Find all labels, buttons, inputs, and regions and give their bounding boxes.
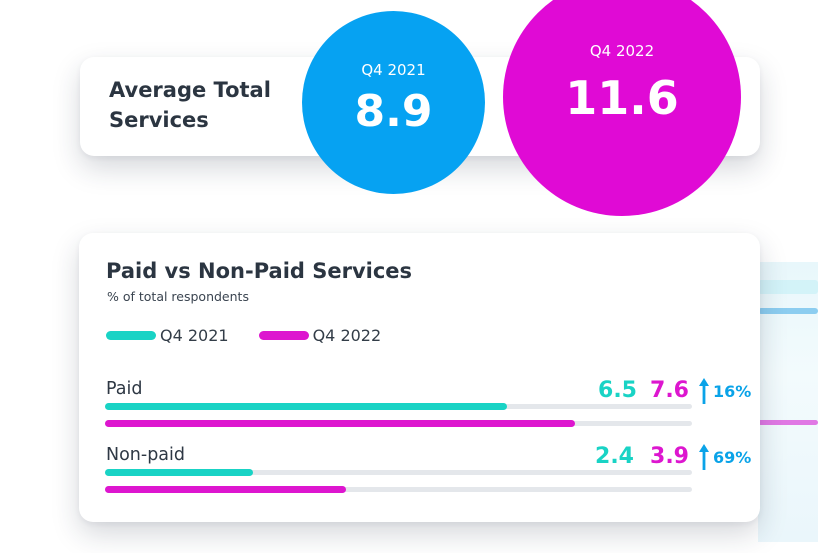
legend-swatch-q4-2022 <box>258 331 309 340</box>
value-paid-q4-2021: 6.5 <box>598 378 637 403</box>
q4-2021-circle-label: Q4 2021 <box>361 61 426 79</box>
legend-swatch-q4-2021 <box>106 331 156 340</box>
background-streak <box>758 280 818 294</box>
arrow-up-icon <box>699 378 709 404</box>
paid-vs-nonpaid-card: Paid vs Non-Paid Services % of total res… <box>79 233 760 522</box>
row-label-paid: Paid <box>106 379 143 399</box>
value-paid-q4-2022: 7.6 <box>650 378 689 403</box>
change-nonpaid-label: 69% <box>713 447 752 467</box>
q4-2022-circle-value: 11.6 <box>565 71 679 125</box>
value-nonpaid-q4-2022: 3.9 <box>650 444 689 469</box>
bar-paid-q4-2021 <box>105 403 507 410</box>
bar-nonpaid-q4-2021 <box>105 469 253 476</box>
background-panel <box>758 262 818 542</box>
q4-2021-circle-value: 8.9 <box>354 86 433 137</box>
bar-track-nonpaid-2022 <box>105 486 692 493</box>
change-paid: 16% <box>698 377 751 405</box>
bar-track-paid-2022 <box>105 420 692 427</box>
legend-item-q4-2021: Q4 2021 <box>106 326 229 345</box>
chart-row-paid: Paid 6.5 7.6 16% <box>79 377 760 439</box>
chart-row-nonpaid: Non-paid 2.4 3.9 69% <box>79 443 760 505</box>
bar-track-nonpaid-2021 <box>105 469 692 476</box>
chart-legend: Q4 2021 Q4 2022 <box>106 326 411 345</box>
bar-paid-q4-2022 <box>105 420 575 427</box>
change-nonpaid: 69% <box>698 443 751 471</box>
q4-2022-circle: Q4 2022 11.6 <box>503 0 741 216</box>
chart-subtitle: % of total respondents <box>107 289 249 304</box>
row-label-nonpaid: Non-paid <box>106 445 186 465</box>
bar-nonpaid-q4-2022 <box>105 486 346 493</box>
background-streak <box>758 308 818 314</box>
q4-2022-circle-label: Q4 2022 <box>589 42 655 60</box>
background-streak <box>758 420 818 425</box>
legend-label-q4-2021: Q4 2021 <box>160 326 229 345</box>
change-paid-label: 16% <box>713 381 752 401</box>
chart-title: Paid vs Non-Paid Services <box>106 259 413 283</box>
legend-item-q4-2022: Q4 2022 <box>258 326 382 345</box>
bar-track-paid-2021 <box>105 403 692 410</box>
q4-2021-circle: Q4 2021 8.9 <box>302 11 485 194</box>
value-nonpaid-q4-2021: 2.4 <box>595 444 634 469</box>
arrow-up-icon <box>699 444 709 470</box>
average-total-services-title: Average Total Services <box>109 78 271 132</box>
legend-label-q4-2022: Q4 2022 <box>312 326 382 345</box>
